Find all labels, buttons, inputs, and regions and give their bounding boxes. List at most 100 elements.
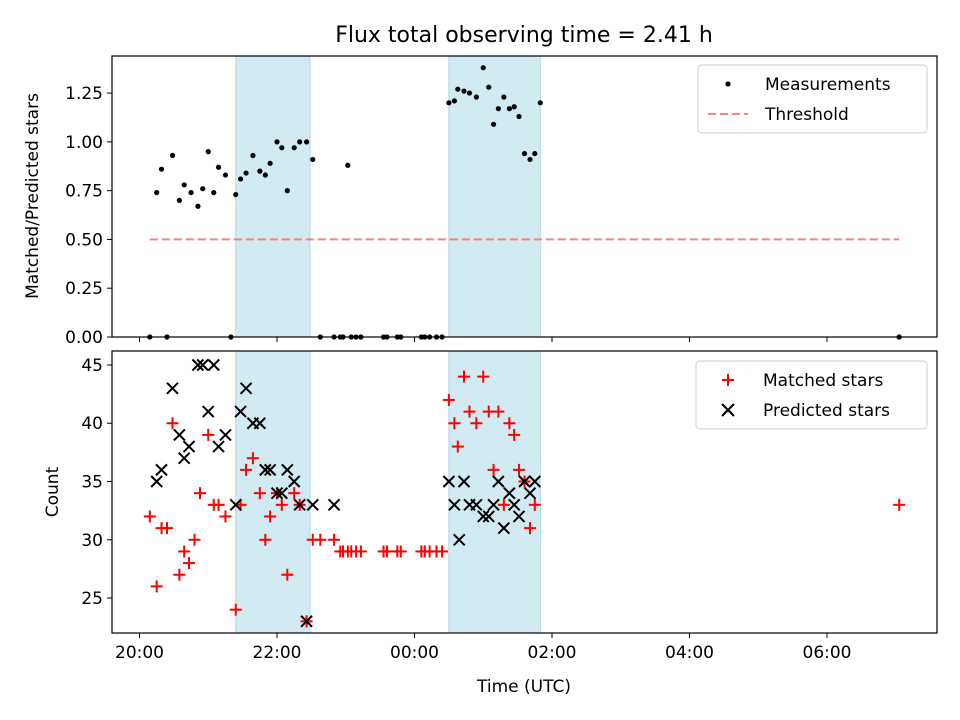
- matched-star-point: [259, 533, 272, 546]
- star-count-panel: 25 30 35 40 45 20:00 22:00 00:00 02:00 04:00 06:0…: [43, 350, 938, 697]
- x-tick-label: 04:00: [665, 643, 714, 663]
- predicted-star-point: [518, 475, 531, 488]
- predicted-star-point: [306, 498, 319, 512]
- measurement-point: [495, 106, 501, 112]
- predicted-star-point: [487, 498, 500, 512]
- matched-star-point: [161, 522, 173, 535]
- measurement-point: [490, 121, 497, 127]
- predicted-star-point: [212, 440, 225, 453]
- predicted-star-point: [503, 486, 516, 500]
- measurement-point: [297, 139, 303, 145]
- measurement-point: [195, 203, 201, 209]
- predicted-star-point: [523, 486, 537, 500]
- measurement-point: [211, 189, 217, 196]
- measurement-point: [480, 65, 486, 71]
- measurement-point: [188, 189, 194, 196]
- predicted-star-point: [448, 498, 461, 512]
- top-axes-frame: [111, 55, 938, 338]
- measurement-point: [516, 113, 522, 120]
- legend-threshold-label: Threshold: [764, 105, 849, 125]
- predicted-star-point: [196, 358, 209, 372]
- y-tick-label: 0.75: [65, 182, 103, 202]
- matched-star-point: [212, 498, 225, 511]
- shaded-interval: [235, 55, 311, 338]
- predicted-star-point: [457, 475, 471, 488]
- legend-predicted-label: Predicted stars: [763, 401, 890, 421]
- top-legend: Measurements Threshold: [697, 64, 928, 134]
- matched-star-point: [448, 417, 461, 430]
- predicted-star-point: [259, 463, 272, 477]
- predicted-star-point: [507, 498, 521, 512]
- measurement-point: [215, 164, 222, 170]
- matched-star-point: [381, 545, 393, 558]
- predicted-star-point: [497, 521, 511, 535]
- matched-star-point: [281, 568, 294, 581]
- measurement-point: [451, 98, 457, 104]
- matched-star-point: [470, 417, 483, 430]
- matched-star-point: [463, 405, 476, 418]
- measurement-point: [200, 186, 206, 192]
- matched-star-point: [183, 557, 195, 570]
- measurement-point: [473, 94, 479, 100]
- y-tick-label: 1.00: [65, 133, 103, 153]
- matched-star-point: [477, 370, 490, 383]
- legend-matched-label: Matched stars: [763, 371, 883, 391]
- measurement-point: [532, 150, 538, 157]
- predicted-star-point: [512, 510, 526, 523]
- shaded-interval: [448, 55, 541, 338]
- predicted-star-point: [155, 463, 168, 477]
- matched-star-point: [188, 533, 201, 546]
- measurement-point: [250, 152, 256, 159]
- measurement-point: [501, 94, 507, 100]
- matched-star-point: [394, 545, 407, 558]
- measurement-point: [461, 88, 467, 94]
- measurement-point: [267, 160, 273, 166]
- predicted-star-point: [173, 428, 186, 442]
- predicted-star-point: [442, 475, 456, 488]
- matched-star-point: [264, 510, 277, 523]
- predicted-star-point: [492, 475, 505, 488]
- measurement-point: [486, 84, 492, 90]
- matched-star-point: [524, 522, 536, 535]
- predicted-star-point: [191, 358, 205, 372]
- predicted-star-point: [275, 486, 289, 500]
- y-tick-label: 0.25: [65, 279, 103, 299]
- matched-star-point: [893, 498, 906, 511]
- matched-star-point: [219, 510, 232, 523]
- measurement-point: [521, 150, 528, 157]
- matched-star-point: [492, 405, 505, 418]
- y-tick-label: 45: [81, 356, 103, 376]
- matched-star-point: [508, 428, 521, 441]
- measurement-point: [274, 139, 280, 145]
- measurement-point: [181, 182, 187, 188]
- measurement-point: [310, 156, 316, 163]
- measurement-point: [446, 100, 452, 106]
- measurement-point: [537, 100, 543, 106]
- measurement-point: [455, 86, 461, 92]
- y-tick-label: 0.00: [65, 328, 103, 348]
- measurement-point: [345, 162, 351, 168]
- predicted-star-point: [207, 358, 220, 372]
- measurement-point: [154, 189, 160, 196]
- predicted-star-point: [202, 405, 215, 418]
- x-tick-label: 20:00: [115, 643, 164, 663]
- y-tick-label: 35: [81, 473, 103, 493]
- matched-star-point: [288, 487, 301, 500]
- shaded-interval: [235, 350, 311, 634]
- matched-star-point: [528, 498, 541, 511]
- y-tick-label: 40: [81, 414, 103, 434]
- predicted-star-point: [239, 382, 253, 395]
- matched-star-point: [436, 545, 448, 558]
- bottom-legend-box: [695, 360, 928, 430]
- measurement-point: [262, 172, 268, 178]
- predicted-star-point: [253, 417, 267, 430]
- matched-star-point: [173, 568, 186, 581]
- matched-star-point: [229, 603, 242, 616]
- measurement-point: [511, 104, 517, 110]
- predicted-star-point: [177, 451, 191, 465]
- measurement-point: [158, 166, 165, 172]
- predicted-star-point: [300, 615, 313, 628]
- measurement-point: [222, 172, 229, 178]
- measurement-point: [243, 170, 249, 176]
- legend-predicted-marker: [721, 403, 735, 417]
